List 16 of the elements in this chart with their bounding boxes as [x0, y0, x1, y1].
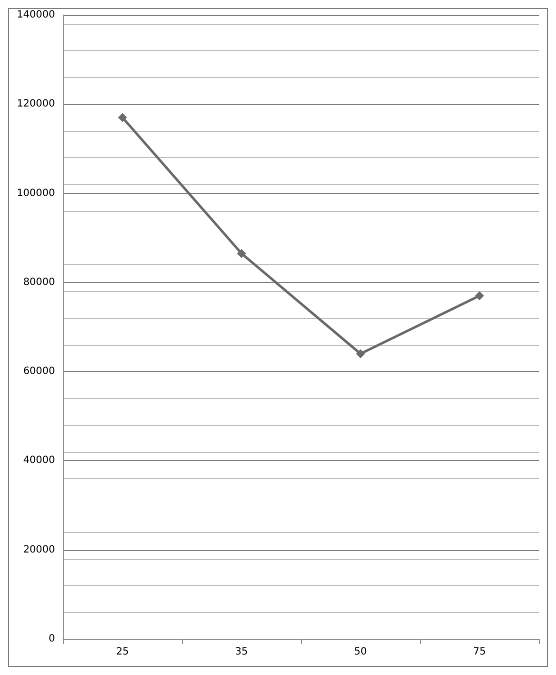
point	[356, 349, 365, 358]
point	[237, 248, 246, 258]
x-tick-label: 50	[354, 646, 367, 658]
y-tick-label: 20000	[23, 544, 55, 556]
x-tick-label: 75	[473, 646, 486, 658]
y-tick-label: 80000	[23, 276, 55, 288]
x-tick-label: 35	[235, 646, 248, 658]
y-tick-label: 60000	[23, 366, 55, 378]
x-tick-label: 25	[116, 646, 129, 658]
point	[118, 113, 127, 122]
y-tick-label: 120000	[16, 98, 55, 110]
y-tick-label: 0	[48, 634, 55, 644]
y-tick-label: 140000	[16, 10, 55, 20]
y-tick-label: 40000	[23, 455, 55, 466]
point	[475, 291, 484, 300]
y-tick-label: 100000	[16, 188, 55, 199]
